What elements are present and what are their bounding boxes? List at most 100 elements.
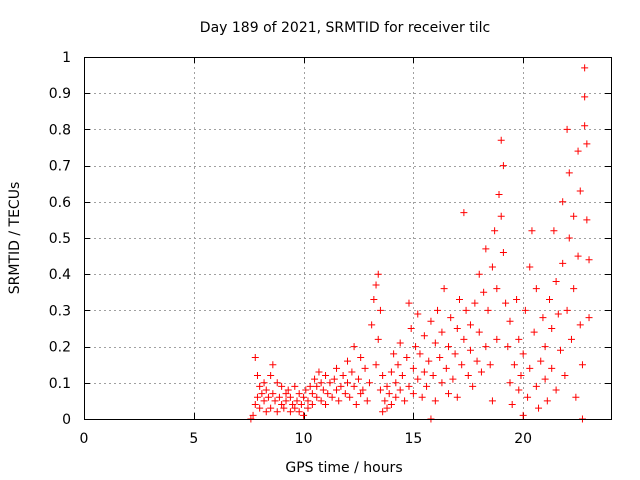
data-point	[423, 382, 431, 390]
data-point	[253, 393, 261, 401]
data-point	[482, 343, 490, 351]
data-point	[256, 382, 264, 390]
data-point	[306, 382, 314, 390]
data-point	[262, 386, 270, 394]
data-point	[429, 372, 437, 380]
data-point	[513, 296, 521, 304]
data-point	[585, 314, 593, 322]
data-point	[552, 386, 560, 394]
data-point	[427, 317, 435, 325]
data-point	[376, 386, 384, 394]
data-point	[475, 328, 483, 336]
data-point	[304, 397, 312, 405]
data-point	[458, 361, 466, 369]
data-point	[322, 372, 330, 380]
data-point	[304, 404, 312, 412]
data-point	[383, 382, 391, 390]
data-point	[460, 209, 468, 217]
x-tick-label: 20	[514, 431, 532, 447]
grid-lines	[84, 57, 611, 419]
data-point	[300, 411, 308, 419]
data-point	[475, 270, 483, 278]
data-point	[337, 382, 345, 390]
data-point	[295, 390, 303, 398]
data-point	[466, 346, 474, 354]
data-point	[565, 234, 573, 242]
data-point	[425, 357, 433, 365]
data-point	[530, 328, 538, 336]
data-point	[550, 227, 558, 235]
data-point	[258, 390, 266, 398]
data-point	[297, 401, 305, 409]
data-point	[409, 390, 417, 398]
x-axis-label: GPS time / hours	[285, 460, 402, 476]
data-point	[418, 393, 426, 401]
data-point	[376, 306, 384, 314]
data-point	[572, 393, 580, 401]
data-point	[387, 368, 395, 376]
data-point	[379, 372, 387, 380]
y-tick-label: 0.2	[49, 340, 71, 356]
data-point	[286, 408, 294, 416]
data-point	[581, 64, 589, 72]
data-point	[317, 397, 325, 405]
y-axis-label: SRMTID / TECUs	[7, 182, 23, 295]
data-point	[339, 372, 347, 380]
data-point	[361, 364, 369, 372]
data-point	[563, 125, 571, 133]
data-point	[541, 343, 549, 351]
data-point	[488, 397, 496, 405]
data-point	[335, 397, 343, 405]
data-point	[559, 259, 567, 267]
data-point	[302, 386, 310, 394]
data-point	[267, 372, 275, 380]
data-point	[460, 335, 468, 343]
data-point	[341, 390, 349, 398]
data-point	[541, 375, 549, 383]
chart-title: Day 189 of 2021, SRMTID for receiver til…	[200, 20, 490, 36]
data-point	[453, 325, 461, 332]
data-point	[414, 310, 422, 318]
data-point	[271, 397, 279, 405]
data-point	[453, 393, 461, 401]
data-point	[510, 361, 518, 369]
data-point	[581, 122, 589, 130]
data-point	[583, 216, 591, 224]
data-point	[480, 288, 488, 296]
data-point	[412, 343, 420, 351]
data-point	[466, 321, 474, 329]
axis-ticks	[84, 57, 611, 420]
data-point	[570, 285, 578, 293]
data-point	[447, 314, 455, 322]
data-point	[517, 372, 525, 380]
data-point	[449, 375, 457, 383]
data-point	[438, 328, 446, 336]
data-point	[365, 379, 373, 387]
data-point	[497, 212, 505, 220]
data-point	[537, 357, 545, 365]
data-point	[350, 382, 358, 390]
data-point	[405, 382, 413, 390]
data-point	[403, 353, 411, 361]
data-point	[344, 357, 351, 365]
data-point	[354, 375, 362, 383]
data-point	[576, 321, 584, 329]
data-point	[464, 372, 472, 380]
data-point	[526, 364, 534, 372]
data-point	[431, 397, 439, 405]
data-point	[315, 368, 323, 376]
y-tick-label: 0.5	[49, 231, 71, 247]
data-point	[407, 325, 415, 332]
data-point	[574, 252, 582, 260]
data-point	[333, 364, 341, 372]
data-point	[493, 335, 501, 343]
data-point	[280, 404, 288, 412]
data-point	[381, 397, 389, 405]
data-point	[282, 390, 290, 398]
data-point	[431, 339, 439, 347]
data-point	[333, 386, 341, 394]
data-point	[251, 401, 259, 409]
y-tick-label: 0.8	[49, 122, 71, 138]
data-point	[532, 382, 540, 390]
